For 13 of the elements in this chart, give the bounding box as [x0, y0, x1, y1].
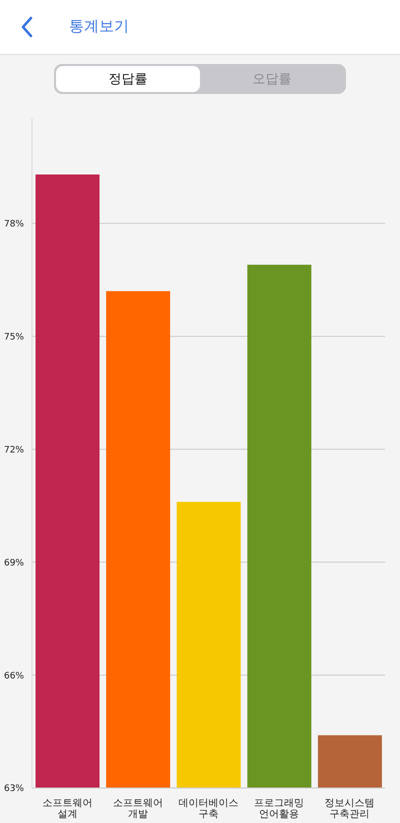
chart-title: 통계보기 [69, 17, 129, 36]
x-tick-label: 소프트웨어 개발 [112, 798, 163, 820]
x-tick-label: 데이터베이스 구축 [178, 798, 238, 820]
y-tick-label: 69% [4, 558, 24, 568]
y-tick-label: 75% [4, 332, 24, 343]
y-tick-label: 66% [4, 671, 24, 682]
segmented-control: 정답률 오답률 [54, 64, 346, 94]
y-tick-label: 78% [4, 220, 24, 230]
x-tick-label: 정보시스템 구축관리 [324, 798, 375, 820]
y-tick-label: 63% [4, 784, 24, 794]
x-tick-label: 프로그래밍 언어활용 [254, 798, 304, 820]
x-tick-label: 소프트웨어 설계 [42, 798, 92, 820]
y-tick-label: 72% [4, 445, 24, 456]
